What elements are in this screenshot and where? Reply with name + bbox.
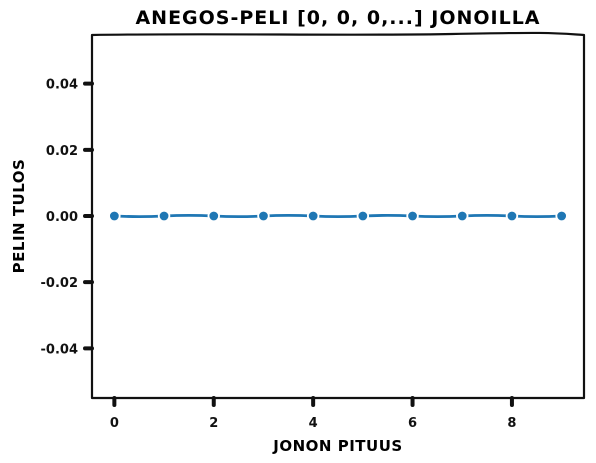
series-group [108, 209, 568, 223]
x-axis: 0 2 4 6 8 [110, 396, 516, 431]
y-tick-label: -0.02 [41, 276, 78, 291]
data-point [356, 209, 370, 223]
x-tick-label: 4 [309, 416, 318, 431]
data-point [505, 209, 519, 223]
series-line [112, 214, 564, 218]
y-tick-label: 0.02 [46, 144, 78, 159]
plot-frame-border [90, 31, 586, 400]
y-tick-label: 0.00 [46, 210, 78, 225]
y-axis-label: PELIN TULOS [10, 159, 28, 274]
data-point [555, 209, 568, 223]
data-point [306, 209, 320, 223]
data-point [456, 209, 469, 223]
x-tick-label: 6 [408, 416, 417, 431]
x-axis-label: JONON PITUUS [272, 437, 402, 455]
x-tick-label: 0 [110, 416, 119, 431]
data-point [108, 209, 121, 223]
y-tick-label: -0.04 [41, 342, 78, 357]
y-tick-label: 0.04 [46, 78, 78, 93]
x-tick-label: 8 [507, 416, 516, 431]
data-point [157, 209, 171, 223]
y-axis: 0.04 0.02 0.00 -0.02 -0.04 [41, 78, 94, 357]
plot-frame [90, 31, 586, 400]
data-point [406, 209, 419, 223]
chart-title: ANEGOS-PELI [0, 0, 0,...] JONOILLA [135, 7, 540, 29]
data-point [257, 209, 270, 223]
data-point [207, 209, 220, 223]
x-tick-label: 2 [209, 416, 218, 431]
